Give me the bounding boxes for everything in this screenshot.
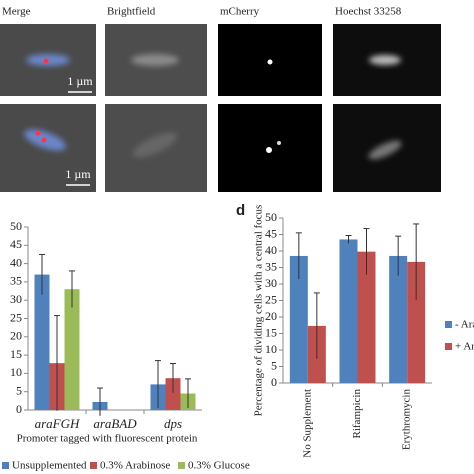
bar bbox=[64, 289, 80, 410]
bar bbox=[389, 255, 408, 383]
y-tick-label: 50 bbox=[10, 219, 22, 233]
y-tick-label: 40 bbox=[10, 255, 22, 269]
y-tick-label: 45 bbox=[265, 226, 277, 240]
micrographs: Merge Brightfield mCherry Hoechst 33258 … bbox=[0, 6, 441, 192]
y-tick-label: 30 bbox=[265, 276, 277, 290]
legend-swatch bbox=[445, 343, 452, 350]
cell bbox=[369, 55, 401, 65]
y-tick-label: 15 bbox=[265, 325, 277, 339]
legend-swatch bbox=[90, 462, 97, 469]
legend-swatch bbox=[445, 321, 452, 328]
cell bbox=[132, 132, 178, 158]
scale-label: 1 µm bbox=[67, 74, 93, 88]
y-tick-label: 15 bbox=[10, 347, 22, 361]
focus bbox=[267, 59, 273, 65]
x-tick-label: No Supplement bbox=[301, 389, 313, 458]
legend-swatch bbox=[2, 462, 9, 469]
y-axis-label: Percentage of dividing cells with a cent… bbox=[253, 205, 265, 417]
y-tick-label: 20 bbox=[10, 329, 22, 343]
bar bbox=[407, 261, 426, 383]
y-tick-label: 30 bbox=[10, 292, 22, 306]
y-tick-label: 35 bbox=[265, 259, 277, 273]
panel-label: Brightfield bbox=[107, 6, 156, 18]
bar bbox=[357, 251, 376, 383]
legend-label: 0.3% Glucose bbox=[188, 460, 250, 472]
panel-letter: d bbox=[236, 202, 245, 219]
y-tick-label: 5 bbox=[271, 358, 277, 372]
y-tick-label: 0 bbox=[16, 402, 22, 416]
y-tick-label: 10 bbox=[265, 342, 277, 356]
cell bbox=[368, 140, 402, 160]
focus bbox=[43, 58, 49, 64]
y-tick-label: 25 bbox=[10, 310, 22, 324]
y-tick-label: 40 bbox=[265, 243, 277, 257]
cell bbox=[131, 54, 179, 66]
x-tick-label: Rifampicin bbox=[351, 389, 363, 439]
bar bbox=[34, 274, 50, 410]
y-tick-label: 50 bbox=[265, 210, 277, 224]
legend-label: - Ara bbox=[455, 319, 474, 331]
focus bbox=[35, 130, 41, 136]
legend-swatch bbox=[178, 462, 185, 469]
focus bbox=[266, 147, 272, 153]
legend-label: + Ara bbox=[455, 341, 474, 353]
scale-label: 1 µm bbox=[65, 167, 91, 181]
y-tick-label: 5 bbox=[16, 383, 22, 397]
x-tick-label: araFGH bbox=[35, 416, 80, 431]
panel-label: Merge bbox=[2, 6, 31, 18]
x-tick-label: araBAD bbox=[93, 416, 137, 431]
y-tick-label: 20 bbox=[265, 309, 277, 323]
bar bbox=[165, 378, 181, 410]
focus bbox=[41, 137, 47, 143]
x-tick-label: Erythromycin bbox=[401, 389, 413, 451]
y-tick-label: 0 bbox=[271, 375, 277, 389]
x-axis-label: Promoter tagged with fluorescent protein bbox=[17, 433, 198, 445]
bar bbox=[339, 239, 358, 383]
panel-label: mCherry bbox=[220, 6, 260, 18]
y-tick-label: 45 bbox=[10, 237, 22, 251]
legend-label: Unsupplemented bbox=[12, 460, 87, 472]
x-tick-label: dps bbox=[164, 416, 182, 431]
bar bbox=[289, 255, 308, 383]
focus bbox=[277, 141, 281, 145]
y-tick-label: 10 bbox=[10, 365, 22, 379]
y-tick-label: 25 bbox=[265, 292, 277, 306]
legend-label: 0.3% Arabinose bbox=[100, 460, 170, 472]
y-tick-label: 35 bbox=[10, 274, 22, 288]
panel-label: Hoechst 33258 bbox=[335, 6, 402, 18]
